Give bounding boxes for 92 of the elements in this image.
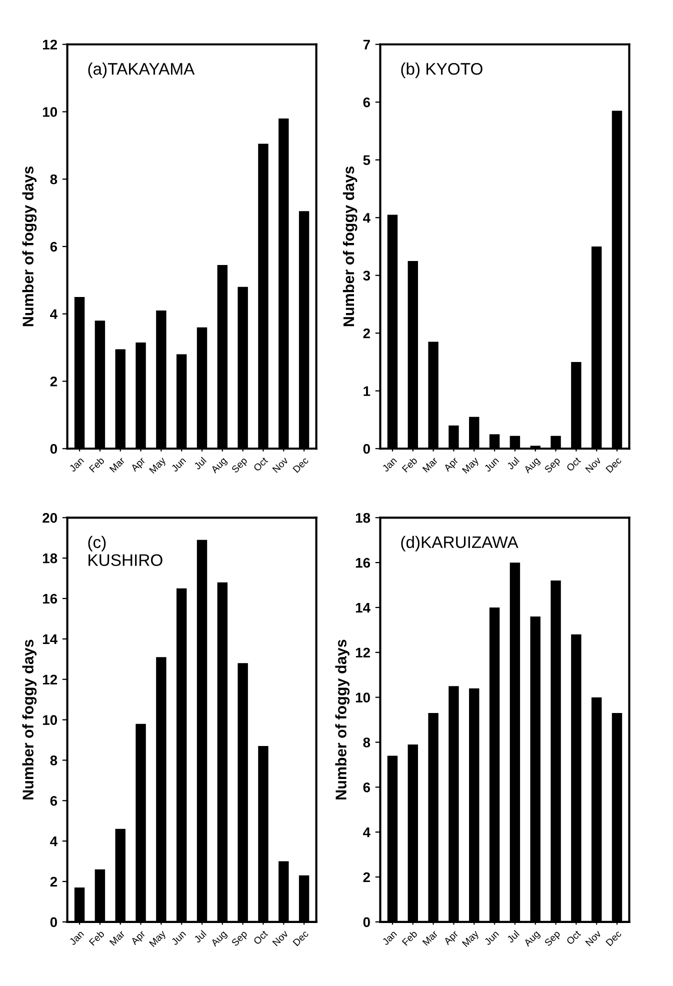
y-axis-title: Number of foggy days: [335, 640, 350, 800]
y-tick-label: 2: [363, 328, 370, 338]
y-tick-label: 18: [356, 512, 370, 523]
x-tick-label: Jan: [68, 456, 84, 472]
y-tick-label: 12: [43, 40, 58, 50]
x-tick-label: Aug: [523, 930, 542, 948]
y-tick-label: 0: [363, 917, 370, 928]
y-tick-label: 2: [50, 876, 58, 887]
y-tick-label: 5: [363, 155, 370, 166]
y-tick-label: 14: [43, 634, 58, 644]
x-tick-label: May: [462, 456, 481, 476]
y-tick-label: 8: [363, 738, 370, 748]
x-tick-label: Mar: [422, 456, 438, 473]
x-tick-label: Dec: [606, 930, 622, 946]
x-tick-label: Jan: [382, 930, 398, 946]
x-tick-label: Jul: [193, 930, 207, 944]
y-axis-title: Number of foggy days: [22, 640, 37, 800]
y-tick-label: 4: [50, 309, 58, 319]
x-tick-label: Feb: [402, 930, 418, 946]
x-tick-label: Sep: [544, 930, 562, 948]
y-tick-label: 10: [43, 715, 58, 725]
y-axis-title: Number of foggy days: [22, 166, 37, 326]
x-tick-label: Sep: [231, 456, 249, 475]
y-tick-label: 18: [43, 553, 58, 564]
y-tick-label: 20: [42, 512, 58, 523]
text: (d)KARUIZAWA: [401, 536, 518, 552]
x-tick-label: Aug: [210, 456, 228, 475]
x-tick-label: Apr: [443, 456, 460, 474]
x-tick-label: Jun: [170, 456, 186, 472]
x-tick-label: Dec: [606, 456, 622, 473]
x-tick-label: Mar: [109, 930, 126, 946]
x-tick-label: Oct: [253, 456, 268, 472]
x-tick-label: Sep: [544, 456, 562, 475]
x-tick-label: Jul: [506, 930, 520, 944]
y-tick-label: 3: [363, 270, 370, 281]
y-tick-label: 4: [363, 213, 370, 223]
x-tick-label: Jul: [193, 456, 207, 470]
x-tick-label: Jun: [170, 930, 186, 946]
y-tick-label: 2: [50, 376, 58, 386]
y-tick-label: 10: [43, 107, 58, 117]
y-tick-label: 1: [364, 386, 370, 396]
y-tick-label: 2: [363, 872, 370, 882]
x-tick-label: Oct: [253, 930, 268, 945]
x-tick-label: Feb: [88, 456, 105, 473]
x-tick-label: May: [149, 456, 168, 476]
y-tick-label: 6: [50, 796, 58, 806]
y-tick-label: 6: [50, 242, 58, 252]
y-tick-label: 0: [363, 444, 370, 454]
text: (a)TAKAYAMA: [88, 62, 195, 78]
y-tick-label: 12: [356, 648, 370, 658]
x-tick-label: May: [462, 930, 481, 948]
x-tick-label: Mar: [422, 930, 438, 946]
x-tick-label: Apr: [130, 930, 148, 947]
x-tick-label: Nov: [272, 930, 289, 946]
x-tick-label: Oct: [566, 930, 582, 945]
x-tick-label: Jul: [506, 456, 520, 470]
x-tick-label: Mar: [109, 456, 126, 473]
x-tick-label: Sep: [231, 930, 249, 948]
x-tick-label: Aug: [210, 930, 228, 948]
x-tick-label: Feb: [88, 930, 105, 946]
y-tick-label: 14: [356, 602, 370, 613]
y-tick-label: 4: [363, 828, 370, 838]
y-tick-label: 0: [50, 917, 58, 928]
text: (b) KYOTO: [401, 62, 482, 78]
y-axis-title: Number of foggy days: [342, 166, 358, 326]
x-tick-label: Apr: [443, 930, 460, 947]
y-tick-label: 10: [356, 692, 370, 702]
y-tick-label: 16: [43, 594, 58, 604]
x-tick-label: Dec: [292, 456, 309, 473]
text: (c) KUSHIRO: [88, 536, 162, 566]
x-tick-label: Apr: [130, 456, 148, 474]
x-tick-label: Nov: [585, 930, 602, 946]
x-tick-label: Aug: [523, 456, 542, 475]
y-tick-label: 6: [363, 97, 370, 108]
x-tick-label: Jun: [484, 930, 500, 946]
y-tick-label: 0: [50, 444, 58, 454]
y-tick-label: 12: [43, 674, 58, 684]
x-tick-label: Jun: [484, 456, 500, 472]
x-tick-label: Jan: [382, 456, 398, 472]
x-tick-label: Nov: [272, 456, 289, 473]
y-tick-label: 4: [50, 836, 58, 846]
y-tick-label: 7: [363, 40, 370, 50]
x-tick-label: May: [149, 930, 168, 948]
y-tick-label: 6: [363, 782, 370, 792]
x-tick-label: Nov: [585, 456, 602, 473]
y-tick-label: 16: [356, 558, 370, 568]
y-tick-label: 8: [50, 756, 58, 766]
x-tick-label: Oct: [566, 456, 582, 472]
x-tick-label: Dec: [292, 930, 309, 946]
y-tick-label: 8: [50, 174, 58, 184]
x-tick-label: Jan: [68, 930, 84, 946]
x-tick-label: Feb: [402, 456, 418, 473]
